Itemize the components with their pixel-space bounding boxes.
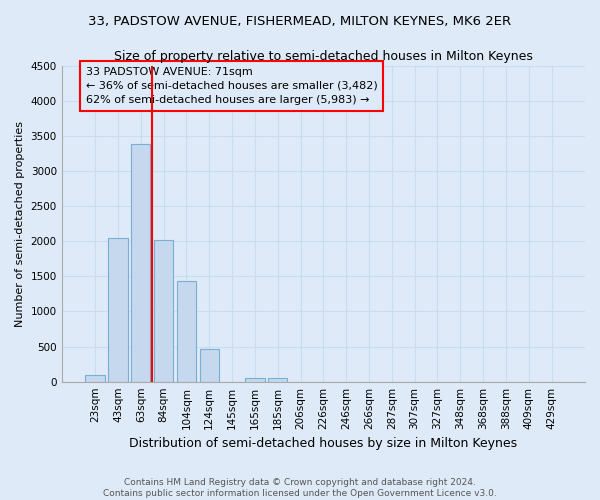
Y-axis label: Number of semi-detached properties: Number of semi-detached properties — [15, 120, 25, 326]
Title: Size of property relative to semi-detached houses in Milton Keynes: Size of property relative to semi-detach… — [114, 50, 533, 63]
Bar — [200, 350, 219, 382]
X-axis label: Distribution of semi-detached houses by size in Milton Keynes: Distribution of semi-detached houses by … — [129, 437, 517, 450]
Bar — [245, 378, 265, 382]
Bar — [154, 240, 173, 382]
Text: 33 PADSTOW AVENUE: 71sqm
← 36% of semi-detached houses are smaller (3,482)
62% o: 33 PADSTOW AVENUE: 71sqm ← 36% of semi-d… — [86, 67, 378, 105]
Bar — [85, 374, 105, 382]
Text: Contains HM Land Registry data © Crown copyright and database right 2024.
Contai: Contains HM Land Registry data © Crown c… — [103, 478, 497, 498]
Bar — [108, 238, 128, 382]
Bar — [268, 378, 287, 382]
Bar — [177, 280, 196, 382]
Text: 33, PADSTOW AVENUE, FISHERMEAD, MILTON KEYNES, MK6 2ER: 33, PADSTOW AVENUE, FISHERMEAD, MILTON K… — [88, 15, 512, 28]
Bar — [131, 144, 151, 382]
